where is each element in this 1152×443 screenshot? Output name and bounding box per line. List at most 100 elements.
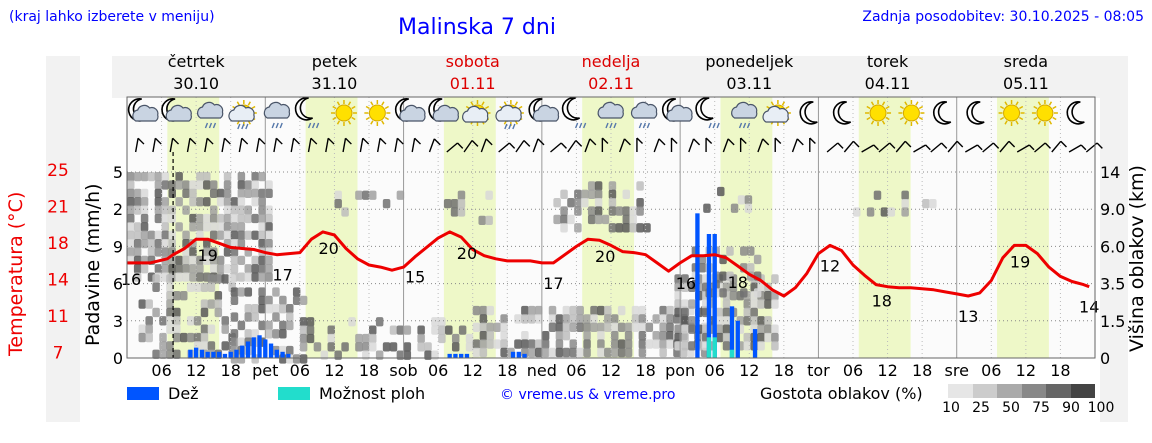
- cloud-cell: [216, 230, 225, 240]
- cloud-cell: [583, 331, 591, 341]
- cloud-cell: [127, 230, 135, 240]
- sun-cloud-icon: [762, 100, 791, 126]
- cloud-cell: [196, 213, 204, 224]
- wind-barb-flag: [206, 137, 214, 145]
- rain-bar: [228, 351, 233, 358]
- wind-barb: [1016, 144, 1030, 153]
- cloud-cell: [223, 197, 232, 207]
- wind-barb-flag: [362, 137, 370, 145]
- cloud-cell: [203, 180, 211, 190]
- cloud-cell: [608, 223, 617, 233]
- cloud-shape: [630, 101, 658, 119]
- cloud-cell: [258, 205, 266, 215]
- cloud-cell: [636, 181, 644, 191]
- wind-barb: [238, 138, 243, 153]
- cloud-cell: [740, 246, 748, 256]
- cloud-cell: [771, 332, 779, 343]
- hour-tick: 12: [877, 361, 897, 380]
- cloud-cell: [479, 331, 488, 341]
- sun-ray: [365, 105, 370, 110]
- cloud-cell: [140, 213, 149, 224]
- cloud-cell: [265, 230, 273, 240]
- cloud-cell: [216, 255, 225, 265]
- region-hint[interactable]: (kraj lahko izberete v meniju): [9, 9, 215, 25]
- cloud-cell: [369, 342, 377, 352]
- moon-icon: [799, 101, 818, 125]
- cloud-cell: [152, 349, 160, 359]
- cloud-cell: [182, 272, 190, 282]
- last-update: Zadnja posodobitev: 30.10.2025 - 08:05: [862, 9, 1144, 25]
- precip-tick: 3: [113, 312, 123, 331]
- wind-barb-flag: [671, 137, 678, 145]
- daylight-band: [443, 97, 496, 358]
- cloud-cell: [500, 322, 508, 332]
- rain-bar: [193, 347, 199, 358]
- cloud-cell: [375, 317, 384, 327]
- credit-link[interactable]: © vreme.us & vreme.pro: [500, 387, 676, 403]
- cloud-cell: [622, 223, 631, 233]
- wind-barb-flag: [1080, 144, 1087, 151]
- rain-drop: [245, 123, 249, 130]
- rain-bar: [752, 329, 758, 358]
- cloud-cell: [265, 272, 273, 282]
- cloud-cell: [722, 324, 731, 334]
- cloud-cell: [237, 188, 246, 199]
- cloud-cell: [472, 322, 481, 332]
- cloud-cell: [168, 230, 176, 240]
- cloud-cell: [313, 342, 322, 352]
- cloud-cell: [479, 339, 488, 349]
- cloud-cell: [251, 312, 259, 322]
- temperature-line: [127, 230, 1090, 298]
- cloud-cell: [431, 317, 439, 327]
- hour-tick: 18: [359, 361, 379, 380]
- wind-barb: [169, 138, 174, 153]
- cloud-cell: [168, 238, 176, 249]
- cloud-cell: [681, 274, 689, 284]
- cloud-cell: [203, 238, 211, 249]
- cloud-cell: [221, 274, 229, 284]
- cloud-cell: [196, 264, 204, 274]
- cloud-shape: [462, 105, 489, 123]
- cloud-cell: [638, 331, 647, 341]
- cloud-cell: [168, 205, 176, 215]
- cloud-cell: [438, 333, 446, 344]
- cloud-cell: [189, 180, 197, 190]
- wind-barb-flag: [705, 137, 713, 145]
- cloud-cell: [182, 264, 190, 274]
- cloud-cell: [168, 264, 176, 274]
- cloud-cell: [127, 197, 135, 207]
- rain-bar: [516, 351, 521, 358]
- cloud-cell: [636, 198, 644, 208]
- wind-barb: [446, 142, 458, 153]
- sun-ray: [236, 101, 240, 106]
- cloud-cell: [681, 307, 689, 318]
- cloud-cell: [209, 213, 218, 224]
- cloud-cell: [186, 332, 195, 343]
- cloud-cell: [133, 272, 142, 282]
- hour-tick: 06: [566, 361, 586, 380]
- cloud-cell: [438, 317, 446, 327]
- sun-ray: [381, 120, 385, 125]
- cloud-scale-label: 50: [1002, 400, 1020, 416]
- cloud-cell: [161, 197, 170, 207]
- cloud-cell: [562, 331, 571, 341]
- cloud-cell: [604, 305, 612, 316]
- cloud-cell: [189, 188, 197, 199]
- rain-bar: [268, 343, 274, 358]
- cloud-cell: [608, 198, 617, 208]
- sun-ray: [518, 105, 523, 110]
- cloud-cell: [230, 295, 239, 305]
- wind-barb: [1034, 142, 1046, 153]
- right-strip: [1100, 56, 1128, 422]
- wind-barb: [359, 138, 364, 153]
- cloud-cell: [597, 347, 605, 358]
- wind-barb-flag: [837, 142, 844, 149]
- cloud-cell: [161, 213, 170, 224]
- cloud-cell: [594, 214, 603, 225]
- wind-barb-flag: [241, 137, 249, 145]
- cloud-cell: [193, 316, 202, 326]
- temperature-tick: 25: [47, 161, 69, 181]
- day-date: 04.11: [864, 74, 911, 93]
- cloud-height-axis-title: Višina oblakov (km): [1126, 165, 1148, 352]
- cloud-cell: [562, 314, 571, 324]
